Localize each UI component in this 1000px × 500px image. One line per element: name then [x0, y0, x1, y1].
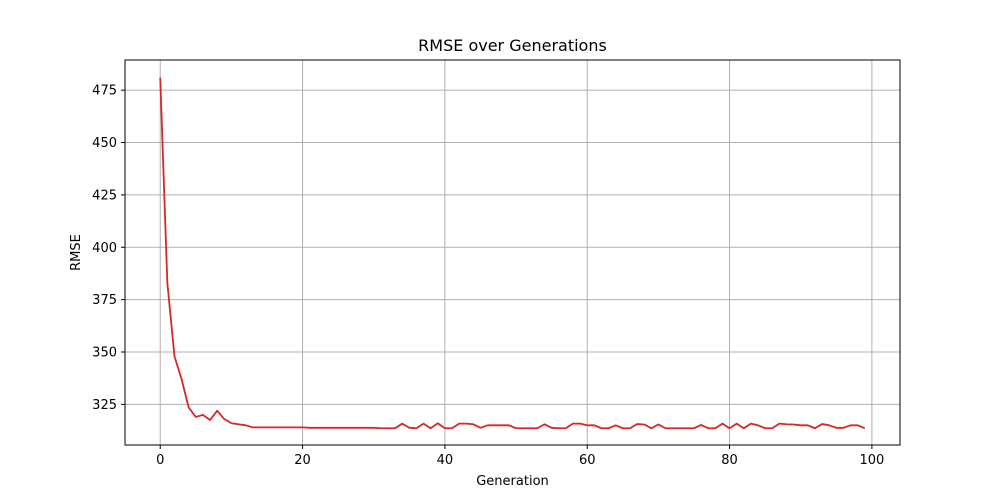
y-tick-label: 400	[92, 241, 117, 256]
x-tick-label: 80	[721, 453, 738, 468]
chart-title: RMSE over Generations	[418, 36, 607, 55]
rmse-series-line	[159, 77, 866, 430]
y-tick-label: 475	[92, 84, 117, 99]
y-tick-label: 325	[92, 398, 117, 413]
plot-area-frame	[124, 59, 901, 446]
y-tick-label: 425	[92, 188, 117, 203]
x-axis-label: Generation	[476, 474, 549, 489]
x-tick-label: 40	[437, 453, 454, 468]
y-axis-label: RMSE	[69, 234, 84, 271]
x-axis-ticks: 0 20 40 60 80 100	[156, 445, 884, 468]
y-tick-label: 350	[92, 345, 117, 360]
x-tick-label: 0	[156, 453, 164, 468]
y-tick-label: 450	[92, 136, 117, 151]
grid	[125, 60, 900, 445]
y-tick-label: 375	[92, 293, 117, 308]
x-tick-label: 100	[859, 453, 884, 468]
series-layer	[159, 77, 866, 430]
y-axis-ticks: 325 350 375 400 425 450 475	[92, 84, 125, 413]
x-tick-label: 60	[579, 453, 596, 468]
x-tick-label: 20	[294, 453, 311, 468]
